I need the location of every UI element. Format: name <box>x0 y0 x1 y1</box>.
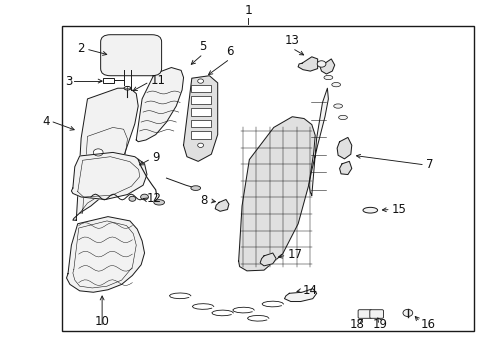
Text: 11: 11 <box>151 74 165 87</box>
Circle shape <box>402 309 412 316</box>
Circle shape <box>197 143 203 148</box>
Ellipse shape <box>362 207 377 213</box>
Text: 17: 17 <box>287 248 302 261</box>
Text: 2: 2 <box>77 42 84 55</box>
Polygon shape <box>260 253 276 266</box>
Polygon shape <box>136 68 183 142</box>
Circle shape <box>129 196 136 201</box>
Polygon shape <box>320 59 334 74</box>
FancyBboxPatch shape <box>357 310 371 318</box>
Bar <box>190 131 211 139</box>
Text: 13: 13 <box>285 34 299 47</box>
Text: 15: 15 <box>391 203 406 216</box>
Polygon shape <box>284 289 316 302</box>
Circle shape <box>317 61 325 67</box>
Text: 9: 9 <box>152 151 159 164</box>
Polygon shape <box>339 161 351 175</box>
Polygon shape <box>298 57 317 71</box>
Text: 5: 5 <box>199 40 206 53</box>
Circle shape <box>93 149 103 156</box>
Text: 3: 3 <box>65 75 73 87</box>
Text: 7: 7 <box>425 158 432 171</box>
Circle shape <box>141 194 148 200</box>
Bar <box>190 96 211 104</box>
Ellipse shape <box>124 86 131 90</box>
Text: 19: 19 <box>372 318 387 331</box>
Bar <box>190 85 211 93</box>
Text: 8: 8 <box>200 194 207 207</box>
Polygon shape <box>73 88 138 220</box>
Text: 4: 4 <box>42 114 49 127</box>
Ellipse shape <box>338 115 346 120</box>
Text: 6: 6 <box>225 45 233 58</box>
Bar <box>103 77 114 83</box>
Bar <box>190 120 211 127</box>
Polygon shape <box>238 117 315 271</box>
Ellipse shape <box>331 82 340 87</box>
Bar <box>61 26 473 331</box>
Text: 1: 1 <box>244 4 252 17</box>
Text: 14: 14 <box>303 284 317 297</box>
Polygon shape <box>308 88 328 195</box>
Polygon shape <box>66 217 144 292</box>
Text: 16: 16 <box>420 318 435 331</box>
Ellipse shape <box>333 104 342 108</box>
FancyBboxPatch shape <box>101 35 161 76</box>
Ellipse shape <box>190 186 200 190</box>
Text: 18: 18 <box>348 318 364 331</box>
Text: 10: 10 <box>95 315 109 328</box>
FancyBboxPatch shape <box>369 310 383 318</box>
Ellipse shape <box>154 200 164 205</box>
Text: 12: 12 <box>147 192 162 204</box>
Circle shape <box>197 79 203 83</box>
Polygon shape <box>336 138 351 159</box>
Ellipse shape <box>324 75 332 80</box>
Polygon shape <box>71 152 147 199</box>
Bar <box>190 108 211 116</box>
Polygon shape <box>215 199 228 211</box>
Polygon shape <box>183 76 217 161</box>
